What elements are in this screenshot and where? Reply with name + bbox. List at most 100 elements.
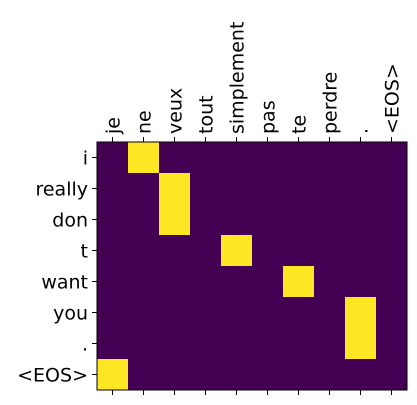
heatmap-cell-r0-c1 <box>128 142 160 174</box>
heatmap-cell-r7-c4 <box>221 359 253 391</box>
heatmap-cell-r5-c2 <box>159 297 191 329</box>
y-tick-label: . <box>82 334 88 356</box>
heatmap-cell-r6-c5 <box>252 328 284 360</box>
heatmap-cell-r1-c4 <box>221 173 253 205</box>
heatmap-cell-r7-c8 <box>345 359 377 391</box>
heatmap-cell-r0-c4 <box>221 142 253 174</box>
y-tick-label: you <box>53 303 88 325</box>
heatmap-cell-r1-c3 <box>190 173 222 205</box>
heatmap-cell-r5-c5 <box>252 297 284 329</box>
heatmap-cell-r4-c1 <box>128 266 160 298</box>
heatmap-cell-r7-c5 <box>252 359 284 391</box>
heatmap-cell-r6-c1 <box>128 328 160 360</box>
heatmap-cell-r7-c0 <box>97 359 129 391</box>
heatmap-cell-r4-c6 <box>283 266 315 298</box>
y-axis-ticks: i really don t want you. <EOS> <box>17 148 97 387</box>
x-tick-label: pas <box>258 100 280 134</box>
heatmap-cell-r0-c6 <box>283 142 315 174</box>
heatmap-cell-r2-c1 <box>128 204 160 236</box>
heatmap-cell-r0-c7 <box>314 142 346 174</box>
heatmap-cell-r7-c1 <box>128 359 160 391</box>
heatmap-cell-r0-c9 <box>376 142 408 174</box>
heatmap-cell-r6-c4 <box>221 328 253 360</box>
heatmap-cell-r2-c2 <box>159 204 191 236</box>
heatmap-cell-r3-c6 <box>283 235 315 267</box>
heatmap-cell-r3-c8 <box>345 235 377 267</box>
heatmap-cell-r4-c4 <box>221 266 253 298</box>
x-tick-label: tout <box>196 95 218 134</box>
heatmap-cell-r3-c9 <box>376 235 408 267</box>
heatmap-cell-r1-c8 <box>345 173 377 205</box>
heatmap-cell-r6-c3 <box>190 328 222 360</box>
heatmap-cell-r1-c7 <box>314 173 346 205</box>
heatmap-cell-r5-c7 <box>314 297 346 329</box>
heatmap-cell-r3-c0 <box>97 235 129 267</box>
heatmap-cell-r4-c7 <box>314 266 346 298</box>
heatmap-cell-r3-c3 <box>190 235 222 267</box>
heatmap-cell-r1-c9 <box>376 173 408 205</box>
heatmap-cell-r4-c5 <box>252 266 284 298</box>
bottom-axis-ticks <box>112 390 392 395</box>
heatmap-cell-r6-c9 <box>376 328 408 360</box>
y-tick-label: <EOS> <box>17 365 88 387</box>
heatmap-cell-r0-c8 <box>345 142 377 174</box>
x-tick-label: te <box>289 115 311 134</box>
heatmap-cell-r4-c2 <box>159 266 191 298</box>
heatmap-cell-r2-c6 <box>283 204 315 236</box>
heatmap-cell-r2-c9 <box>376 204 408 236</box>
heatmap-cell-r1-c1 <box>128 173 160 205</box>
heatmap-cell-r2-c5 <box>252 204 284 236</box>
heatmap-cell-r6-c6 <box>283 328 315 360</box>
x-tick-label: . <box>351 128 373 134</box>
heatmap-cell-r4-c8 <box>345 266 377 298</box>
heatmap-cell-r6-c0 <box>97 328 129 360</box>
heatmap-cell-r1-c5 <box>252 173 284 205</box>
heatmap-cells <box>97 142 408 391</box>
y-tick-label: i <box>83 148 88 170</box>
heatmap-cell-r4-c0 <box>97 266 129 298</box>
heatmap-cell-r7-c3 <box>190 359 222 391</box>
heatmap-cell-r0-c2 <box>159 142 191 174</box>
heatmap-cell-r2-c4 <box>221 204 253 236</box>
heatmap-cell-r6-c2 <box>159 328 191 360</box>
heatmap-cell-r0-c0 <box>97 142 129 174</box>
heatmap-cell-r2-c8 <box>345 204 377 236</box>
heatmap-cell-r1-c2 <box>159 173 191 205</box>
heatmap-cell-r7-c2 <box>159 359 191 391</box>
x-tick-label: ne <box>134 110 156 134</box>
heatmap-cell-r3-c5 <box>252 235 284 267</box>
heatmap-cell-r4-c9 <box>376 266 408 298</box>
heatmap-cell-r5-c3 <box>190 297 222 329</box>
heatmap-cell-r7-c9 <box>376 359 408 391</box>
heatmap-cell-r1-c6 <box>283 173 315 205</box>
x-tick-label: <EOS> <box>382 63 404 134</box>
x-tick-label: veux <box>165 88 187 134</box>
heatmap-cell-r4-c3 <box>190 266 222 298</box>
heatmap-cell-r3-c2 <box>159 235 191 267</box>
y-tick-label: want <box>41 272 88 294</box>
x-tick-label: je <box>103 117 125 135</box>
heatmap-cell-r0-c5 <box>252 142 284 174</box>
heatmap-cell-r1-c0 <box>97 173 129 205</box>
heatmap-cell-r2-c7 <box>314 204 346 236</box>
heatmap-cell-r6-c7 <box>314 328 346 360</box>
heatmap-cell-r5-c4 <box>221 297 253 329</box>
heatmap-cell-r3-c1 <box>128 235 160 267</box>
y-tick-label: don <box>52 210 88 232</box>
heatmap-cell-r6-c8 <box>345 328 377 360</box>
heatmap-cell-r7-c6 <box>283 359 315 391</box>
heatmap-cell-r5-c6 <box>283 297 315 329</box>
heatmap-cell-r2-c3 <box>190 204 222 236</box>
heatmap-cell-r5-c8 <box>345 297 377 329</box>
heatmap-cell-r5-c1 <box>128 297 160 329</box>
heatmap-cell-r5-c0 <box>97 297 129 329</box>
x-axis-ticks: je ne veux tout simplement pas te perdre. <EOS> <box>103 22 404 142</box>
heatmap-cell-r3-c7 <box>314 235 346 267</box>
x-tick-label: simplement <box>227 22 249 134</box>
heatmap-cell-r2-c0 <box>97 204 129 236</box>
y-tick-label: t <box>81 241 88 263</box>
heatmap-cell-r7-c7 <box>314 359 346 391</box>
y-tick-label: really <box>35 179 88 201</box>
plot-frame <box>96 141 408 391</box>
